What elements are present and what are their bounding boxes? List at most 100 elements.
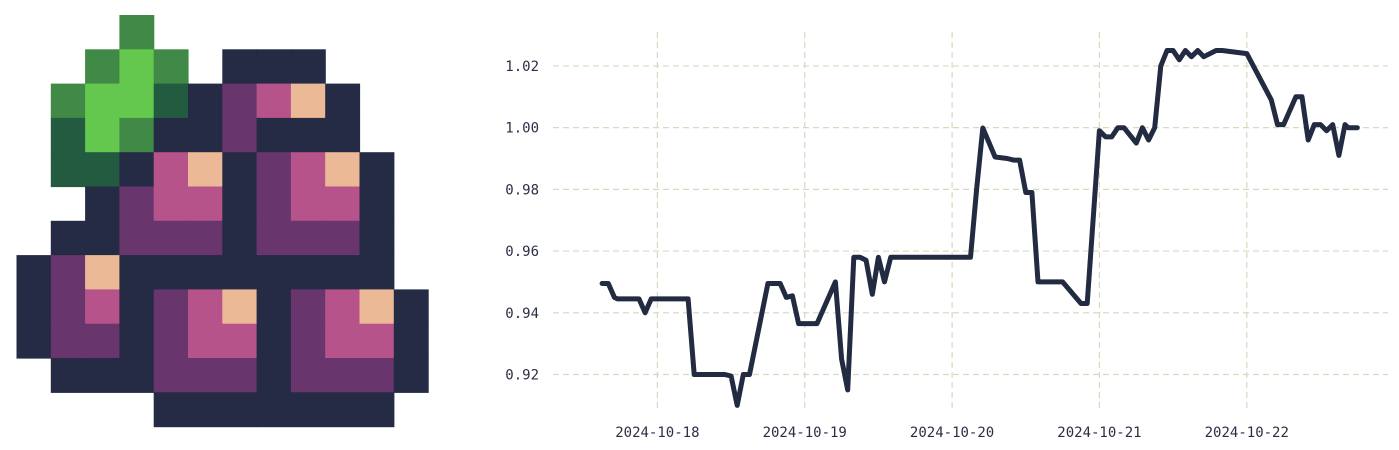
icon-pixel bbox=[325, 186, 361, 222]
y-tick-label: 1.02 bbox=[505, 59, 539, 75]
icon-pixel bbox=[325, 220, 361, 256]
icon-pixel bbox=[359, 289, 395, 325]
series-line bbox=[599, 48, 1360, 408]
icon-pixel bbox=[119, 289, 155, 325]
icon-pixel bbox=[188, 117, 223, 153]
icon-pixel bbox=[393, 358, 429, 393]
icon-pixel bbox=[50, 220, 86, 256]
icon-pixel bbox=[222, 83, 258, 119]
icon-pixel bbox=[85, 323, 120, 359]
x-tick-label: 2024-10-22 bbox=[1205, 425, 1289, 441]
icon-pixel bbox=[256, 49, 292, 85]
icon-pixel bbox=[256, 186, 292, 222]
icon-pixel bbox=[325, 117, 361, 153]
icon-pixel bbox=[256, 83, 292, 119]
icon-pixel bbox=[153, 186, 189, 222]
icon-pixel bbox=[119, 152, 155, 188]
y-tick-label: 1.00 bbox=[505, 121, 539, 137]
icon-pixel bbox=[393, 289, 429, 325]
icon-pixel bbox=[325, 323, 361, 359]
x-tick-label: 2024-10-19 bbox=[763, 425, 847, 441]
icon-pixel bbox=[290, 186, 326, 222]
icon-pixel bbox=[153, 220, 189, 256]
icon-pixel bbox=[188, 255, 223, 290]
icon-pixel bbox=[119, 323, 155, 359]
icon-pixel bbox=[188, 152, 223, 188]
icon-pixel bbox=[50, 289, 86, 325]
icon-pixel bbox=[325, 83, 361, 119]
icon-pixel bbox=[222, 186, 258, 222]
icon-pixel bbox=[256, 255, 292, 290]
icon-pixel bbox=[290, 358, 326, 393]
icon-pixel bbox=[85, 49, 120, 85]
icon-pixel bbox=[153, 289, 189, 325]
y-tick-label: 0.92 bbox=[505, 368, 539, 384]
icon-pixel bbox=[119, 220, 155, 256]
icon-pixel bbox=[222, 255, 258, 290]
icon-pixel bbox=[85, 289, 120, 325]
x-tick-label: 2024-10-20 bbox=[910, 425, 994, 441]
icon-pixel bbox=[50, 255, 86, 290]
icon-pixel bbox=[256, 152, 292, 188]
icon-pixel bbox=[85, 117, 120, 153]
y-tick-label: 0.98 bbox=[505, 182, 539, 198]
icon-pixel bbox=[393, 323, 429, 359]
icon-pixel bbox=[290, 49, 326, 85]
icon-pixel bbox=[85, 152, 120, 188]
icon-pixel bbox=[222, 152, 258, 188]
icon-pixel bbox=[290, 220, 326, 256]
icon-pixel bbox=[359, 392, 395, 428]
icon-pixel bbox=[222, 49, 258, 85]
icon-pixel bbox=[153, 323, 189, 359]
icon-pixel bbox=[16, 323, 52, 359]
icon-pixel bbox=[290, 117, 326, 153]
icon-pixel bbox=[119, 358, 155, 393]
icon-pixel bbox=[359, 152, 395, 188]
icon-pixel bbox=[256, 117, 292, 153]
icon-pixel bbox=[153, 392, 189, 428]
icon-pixel bbox=[188, 186, 223, 222]
chart-grid bbox=[553, 32, 1388, 410]
icon-pixel bbox=[16, 255, 52, 290]
icon-pixel bbox=[256, 392, 292, 428]
icon-pixel bbox=[222, 392, 258, 428]
icon-pixel bbox=[325, 392, 361, 428]
icon-pixel bbox=[85, 83, 120, 119]
icon-pixel bbox=[50, 358, 86, 393]
icon-pixel bbox=[50, 83, 86, 119]
icon-pixel bbox=[325, 358, 361, 393]
icon-pixel bbox=[290, 323, 326, 359]
icon-pixel bbox=[119, 186, 155, 222]
icon-pixel bbox=[85, 255, 120, 290]
icon-pixel bbox=[85, 186, 120, 222]
icon-pixel bbox=[50, 152, 86, 188]
icon-pixel bbox=[359, 255, 395, 290]
chart-tick-labels: 0.92 0.94 0.96 0.98 1.00 1.02 2024-10-18 2024-1… bbox=[505, 59, 1289, 441]
icon-pixel bbox=[119, 49, 155, 85]
icon-pixel bbox=[188, 392, 223, 428]
icon-pixel bbox=[359, 186, 395, 222]
icon-pixel bbox=[222, 220, 258, 256]
icon-pixel bbox=[256, 323, 292, 359]
icon-pixel bbox=[119, 117, 155, 153]
grape-bunch-pixel-icon bbox=[16, 15, 429, 428]
y-tick-label: 0.94 bbox=[505, 306, 539, 322]
icon-pixel bbox=[359, 323, 395, 359]
icon-pixel bbox=[256, 289, 292, 325]
x-tick-label: 2024-10-21 bbox=[1057, 425, 1141, 441]
icon-pixel bbox=[188, 83, 223, 119]
icon-pixel bbox=[290, 83, 326, 119]
icon-pixel bbox=[222, 323, 258, 359]
y-tick-label: 0.96 bbox=[505, 244, 539, 260]
x-tick-label: 2024-10-18 bbox=[615, 425, 699, 441]
icon-pixel bbox=[16, 289, 52, 325]
icon-pixel bbox=[256, 220, 292, 256]
icon-pixel bbox=[50, 117, 86, 153]
icon-pixel bbox=[325, 255, 361, 290]
icon-pixel bbox=[290, 392, 326, 428]
icon-pixel bbox=[119, 255, 155, 290]
icon-pixel bbox=[290, 289, 326, 325]
icon-pixel bbox=[290, 152, 326, 188]
icon-pixel bbox=[153, 117, 189, 153]
